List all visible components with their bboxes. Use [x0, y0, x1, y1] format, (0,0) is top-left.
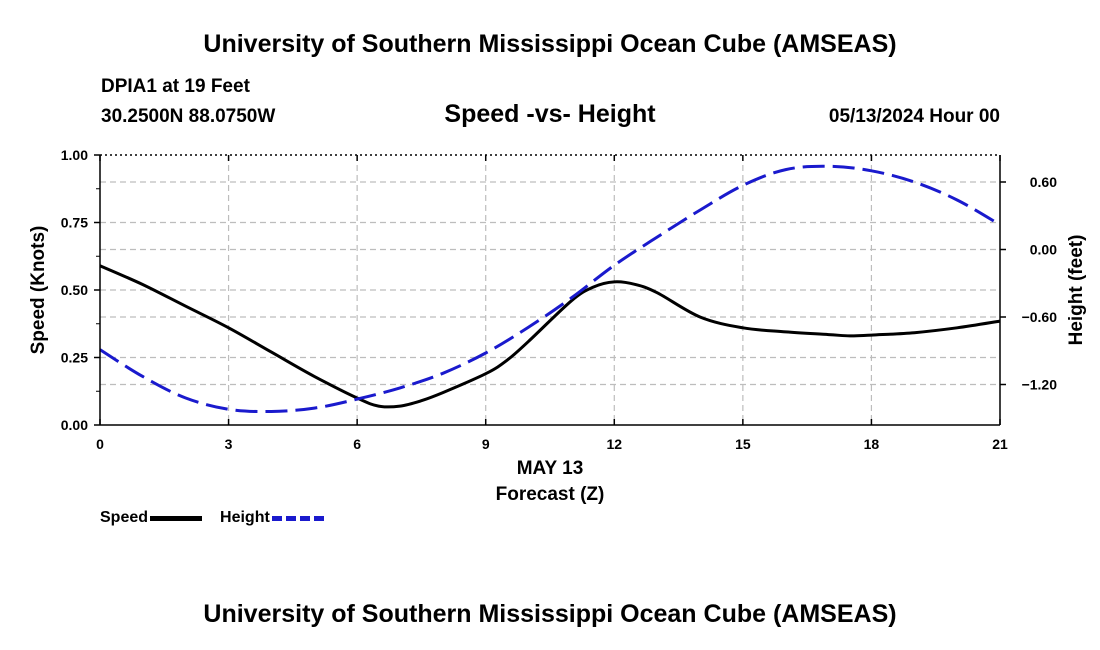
chart-subtitle: Speed -vs- Height — [444, 100, 656, 128]
y-right-tick-label: −1.20 — [1022, 377, 1058, 393]
y-tick-label: 0.50 — [61, 282, 88, 298]
chart-title-bottom: University of Southern Mississippi Ocean… — [203, 600, 897, 628]
x-tick-label: 9 — [482, 436, 490, 452]
forecast-datetime: 05/13/2024 Hour 00 — [828, 106, 1000, 127]
y-tick-label: 0.25 — [61, 350, 88, 366]
x-axis-title: Forecast (Z) — [496, 484, 605, 505]
station-label: DPIA1 at 19 Feet — [101, 76, 250, 97]
y-tick-label: 0.75 — [61, 215, 88, 231]
x-tick-label: 6 — [353, 436, 361, 452]
x-axis-date-label: MAY 13 — [517, 458, 584, 479]
series-layer — [99, 164, 1001, 414]
axis-ticks: 0 3 6 9 12 15 18 21 0.00 0.25 0.50 0.75 1.00 −1.20 −0.… — [61, 147, 1057, 452]
legend: Speed Height — [100, 509, 342, 527]
y-right-tick-label: 0.60 — [1030, 174, 1057, 190]
x-tick-label: 12 — [606, 436, 622, 452]
y-tick-label: 1.00 — [61, 147, 88, 163]
y-right-axis-title: Height (feet) — [1066, 235, 1087, 346]
chart-title-top: University of Southern Mississippi Ocean… — [203, 30, 897, 58]
x-tick-label: 15 — [735, 436, 751, 452]
speed-series-line — [99, 264, 1001, 409]
x-tick-label: 3 — [225, 436, 233, 452]
legend-speed-swatch — [150, 515, 203, 521]
x-tick-label: 18 — [864, 436, 880, 452]
x-tick-label: 21 — [992, 436, 1008, 452]
grid — [100, 155, 1000, 425]
height-series-line — [99, 164, 1001, 414]
y-right-tick-label: −0.60 — [1022, 309, 1058, 325]
y-axis-title: Speed (Knots) — [28, 226, 49, 355]
legend-height-swatch — [271, 515, 324, 521]
y-right-tick-label: 0.00 — [1030, 242, 1057, 258]
y-tick-label: 0.00 — [61, 417, 88, 433]
legend-height-label: Height — [220, 509, 270, 526]
coordinates-label: 30.2500N 88.0750W — [101, 106, 276, 127]
x-tick-label: 0 — [96, 436, 104, 452]
legend-speed-label: Speed — [100, 509, 149, 526]
